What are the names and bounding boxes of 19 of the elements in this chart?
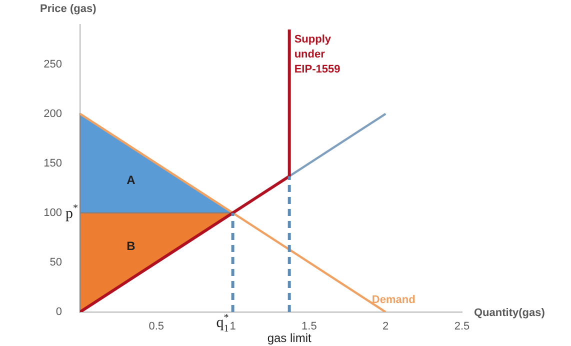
y-tick-label: 50	[50, 256, 62, 268]
x-axis-title: Quantity(gas)	[474, 307, 546, 319]
y-tick-label: 150	[44, 157, 62, 170]
series-label: B	[126, 238, 136, 253]
y-tick-label: 250	[44, 58, 62, 70]
x-tick-label: 0.5	[148, 320, 164, 333]
x-tick-label: 1.5	[302, 320, 317, 333]
y-axis-title: Price (gas)	[40, 3, 97, 15]
x-tick-label: 2.5	[454, 320, 470, 333]
y-tick-label: 200	[44, 108, 62, 120]
series-label: Supply under EIP-1559	[294, 34, 340, 76]
annotation: p*	[66, 203, 78, 222]
series-label: A	[126, 172, 136, 187]
series-label: Demand	[372, 294, 416, 306]
x-tick-label: 1	[230, 320, 236, 333]
x-tick-label: 2	[382, 320, 389, 333]
y-tick-label: 100	[44, 206, 62, 219]
annotation: gas limit	[267, 331, 312, 345]
y-tick-label: 0	[56, 306, 62, 318]
